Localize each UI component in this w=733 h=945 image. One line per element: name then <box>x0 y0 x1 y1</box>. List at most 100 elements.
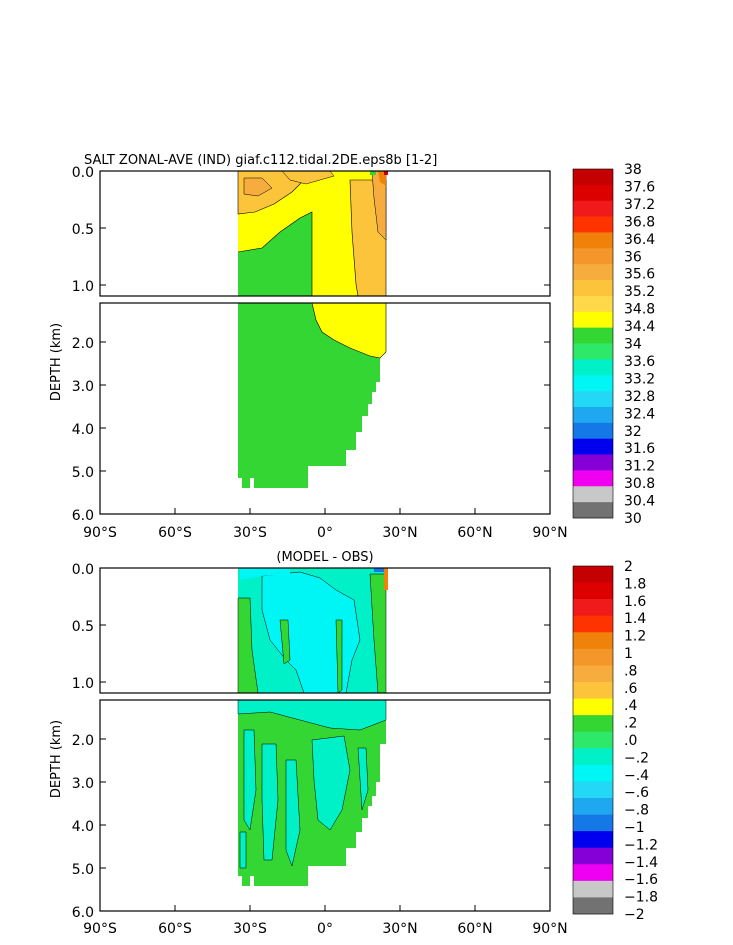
colorbar-label: 37.6 <box>624 179 655 195</box>
colorbar-label: 35.6 <box>624 267 655 283</box>
colorbar-label: −1.6 <box>624 872 658 888</box>
colorbar-label: 33.2 <box>624 371 655 387</box>
colorbar-label: 34.8 <box>624 302 655 318</box>
colorbar-label: 30.4 <box>624 494 655 510</box>
colorbar-swatch <box>573 502 613 519</box>
colorbar-swatch <box>573 599 613 617</box>
tick-marks <box>100 227 550 514</box>
colorbar-swatch <box>573 280 613 297</box>
y-tick-label: 0.5 <box>72 619 94 635</box>
colorbar-swatch <box>573 798 613 815</box>
upper-axes-box <box>99 170 551 297</box>
fill-blue-small <box>374 568 384 572</box>
colorbar-label: −1.2 <box>624 837 658 853</box>
colorbar-swatch <box>573 731 613 749</box>
colorbar-label: 33.6 <box>624 354 655 370</box>
colorbar-label: −.8 <box>624 803 649 819</box>
colorbar-label: 30.8 <box>624 476 655 492</box>
colorbar-swatch <box>573 814 613 832</box>
colorbar-swatch <box>573 248 613 265</box>
colorbar-label: 32.4 <box>624 406 655 422</box>
fill-green-small <box>370 171 376 175</box>
colorbar-label: −.2 <box>624 750 649 766</box>
colorbar-swatch <box>573 438 613 455</box>
y-axis-label: DEPTH (km) <box>49 720 64 798</box>
fill-cyan-top <box>237 700 387 731</box>
colorbar-label: .2 <box>624 716 637 732</box>
colorbar-swatch <box>573 632 613 650</box>
colorbar-label: 35.2 <box>624 284 655 300</box>
y-tick-labels: 0.0 0.5 1.0 2.0 3.0 4.0 5.0 6.0 <box>72 165 94 524</box>
salinity-panel: SALT ZONAL-AVE (IND) giaf.c112.tidal.2DE… <box>49 153 655 541</box>
fill-lightcyan-top <box>240 568 290 580</box>
panel-title: (MODEL - OBS) <box>276 550 373 565</box>
difference-panel: (MODEL - OBS) <box>49 550 658 937</box>
colorbar-label: 32.8 <box>624 389 655 405</box>
colorbar-label: 32 <box>624 424 642 440</box>
colorbar-swatch <box>573 391 613 408</box>
fill-green-streak <box>279 619 291 665</box>
x-tick-label: 30°N <box>382 525 417 541</box>
fill-cyan-streak <box>357 747 369 811</box>
colorbar-swatch <box>573 764 613 782</box>
salinity-lower-fill <box>238 303 387 488</box>
colorbar-label: 1.8 <box>624 576 646 592</box>
colorbar-label: 31.2 <box>624 459 655 475</box>
difference-lower-fill <box>237 700 387 886</box>
colorbar-swatch <box>573 648 613 666</box>
y-tick-label: 0.5 <box>72 222 94 238</box>
colorbar-swatch <box>573 470 613 487</box>
y-axis-label: DEPTH (km) <box>49 323 64 401</box>
colorbar-label: .6 <box>624 681 637 697</box>
x-tick-label: 0° <box>317 525 333 541</box>
x-tick-label: 30°N <box>382 921 417 937</box>
colorbar-label: 36.8 <box>624 214 655 230</box>
colorbar-label: −.6 <box>624 785 649 801</box>
fill-cyan-streak <box>243 729 257 831</box>
colorbar-swatch <box>573 184 613 202</box>
fill-orange-small <box>384 568 388 590</box>
colorbar-swatch <box>573 682 613 699</box>
y-tick-label: 1.0 <box>72 279 94 295</box>
colorbar-swatch <box>573 831 613 849</box>
colorbar-swatch <box>573 582 613 600</box>
colorbar-label: 31.6 <box>624 441 655 457</box>
colorbar-swatch <box>573 295 613 313</box>
x-tick-label: 30°S <box>233 921 267 937</box>
colorbar-swatch <box>573 715 613 733</box>
colorbar-label: 38 <box>624 162 642 178</box>
colorbar-swatch <box>573 264 613 281</box>
colorbar-label: 30 <box>624 511 642 527</box>
y-tick-label: 2.0 <box>72 733 94 749</box>
colorbar-label: 2 <box>624 559 633 575</box>
colorbar-label: 36.4 <box>624 232 655 248</box>
salinity-upper-fill <box>237 171 388 296</box>
y-tick-label: 5.0 <box>72 465 94 481</box>
x-tick-labels: 90°S 60°S 30°S 0° 30°N 60°N 90°N <box>83 525 568 541</box>
y-tick-label: 4.0 <box>72 422 94 438</box>
colorbar-swatch <box>573 864 613 882</box>
colorbar-label: −.4 <box>624 768 649 784</box>
fill-red-small <box>384 171 388 175</box>
colorbar-label: .8 <box>624 663 637 679</box>
y-tick-label: 0.0 <box>72 165 94 181</box>
colorbar-label: .4 <box>624 698 637 714</box>
colorbar-swatch <box>573 327 613 344</box>
colorbar-swatch <box>573 375 613 392</box>
fill-green-right <box>369 573 387 693</box>
x-tick-label: 30°S <box>233 525 267 541</box>
fill-green-streak <box>335 619 343 693</box>
x-tick-label: 90°S <box>83 921 117 937</box>
y-tick-label: 3.0 <box>72 379 94 395</box>
fill-green-deep <box>238 303 386 488</box>
y-tick-label: 1.0 <box>72 676 94 692</box>
colorbar-swatch <box>573 566 613 583</box>
fill-orange-2 <box>371 171 387 241</box>
x-tick-label: 0° <box>317 921 333 937</box>
y-tick-labels: 0.0 0.5 1.0 2.0 3.0 4.0 5.0 6.0 <box>72 562 94 921</box>
y-tick-label: 6.0 <box>72 508 94 524</box>
fill-yellow-deep <box>311 303 387 359</box>
colorbar-label: −1.4 <box>624 855 658 871</box>
salinity-colorbar: 3837.637.236.836.43635.635.234.834.43433… <box>572 162 655 527</box>
colorbar-swatch <box>573 232 613 249</box>
